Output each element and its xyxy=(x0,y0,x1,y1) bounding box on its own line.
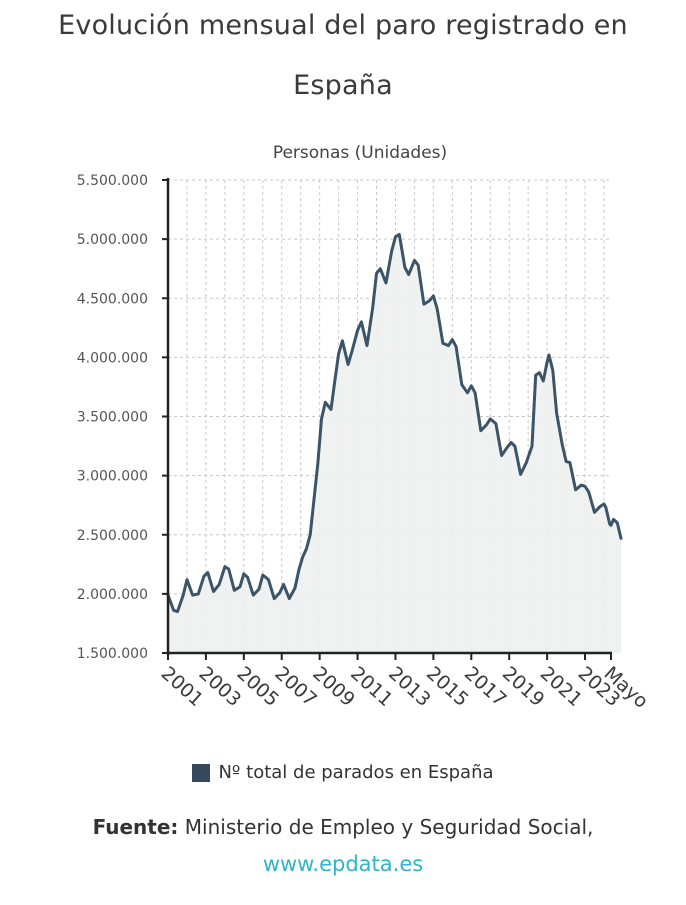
x-tick-label-2: 2005 xyxy=(232,662,283,711)
source-link[interactable]: www.epdata.es xyxy=(262,852,424,876)
x-tick-label-3: 2007 xyxy=(270,662,321,711)
chart-title-line-2: España xyxy=(293,70,393,101)
source-text: Ministerio de Empleo y Seguridad Social, xyxy=(178,815,594,839)
x-tick-label-10: 2021 xyxy=(536,662,587,711)
chart-title-line-1: Evolución mensual del paro registrado en xyxy=(58,10,628,41)
series-line-0 xyxy=(166,232,623,614)
chart-subtitle: Personas (Unidades) xyxy=(273,143,447,163)
y-tick-label-1: 2.000.000 xyxy=(77,587,148,603)
x-axis-ticks: 2001200320052007200920112013201520172019… xyxy=(157,653,652,713)
legend-swatch xyxy=(192,763,211,782)
x-tick-label-0: 2001 xyxy=(157,662,208,711)
x-tick-label-5: 2011 xyxy=(346,662,397,711)
y-tick-label-6: 4.500.000 xyxy=(77,291,148,307)
x-tick-label-9: 2019 xyxy=(498,662,549,711)
y-tick-label-5: 4.000.000 xyxy=(77,350,148,366)
y-tick-label-0: 1.500.000 xyxy=(77,646,148,662)
series-fill-0 xyxy=(168,234,621,653)
x-tick-label-6: 2013 xyxy=(384,662,435,711)
x-tick-label-1: 2003 xyxy=(195,662,246,711)
chart-area: Personas (Unidades) 1.500.000 2.000.000 2.… xyxy=(77,143,652,713)
legend-label: Nº total de parados en España xyxy=(218,762,494,783)
series-area xyxy=(166,232,623,653)
x-tick-label-8: 2017 xyxy=(460,662,511,711)
y-axis-ticks: 1.500.000 2.000.000 2.500.000 3.000.000 3.50… xyxy=(77,173,168,662)
legend[interactable]: Nº total de parados en España xyxy=(0,762,686,783)
x-tick-label-4: 2009 xyxy=(308,662,359,711)
y-tick-label-4: 3.500.000 xyxy=(77,410,148,426)
source-label: Fuente: xyxy=(92,815,179,839)
x-tick-label-7: 2015 xyxy=(422,662,473,711)
y-tick-label-8: 5.500.000 xyxy=(77,173,148,189)
y-tick-label-3: 3.000.000 xyxy=(77,469,148,485)
y-tick-label-7: 5.000.000 xyxy=(77,232,148,248)
y-tick-label-2: 2.500.000 xyxy=(77,528,148,544)
source-line: Fuente: Ministerio de Empleo y Seguridad… xyxy=(0,815,686,839)
